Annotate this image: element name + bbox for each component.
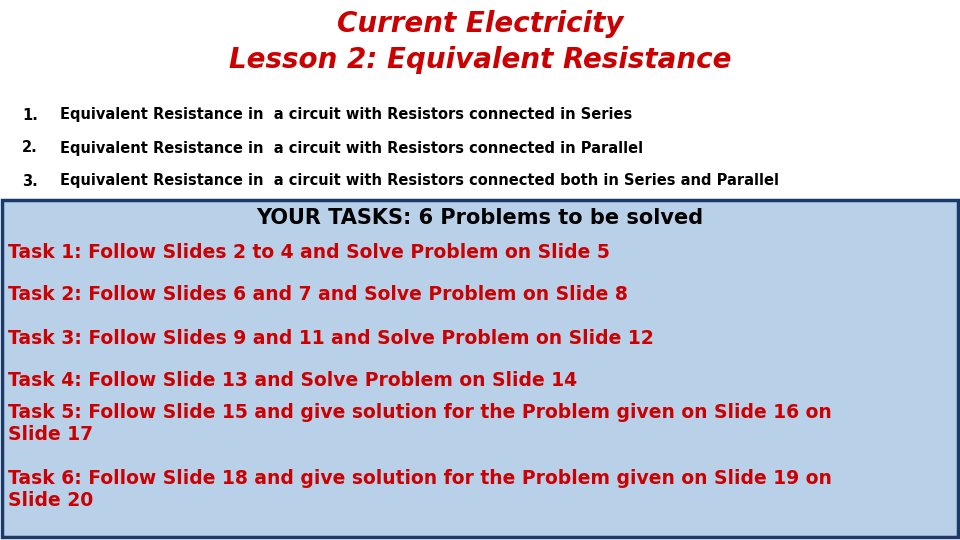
Text: YOUR TASKS: 6 Problems to be solved: YOUR TASKS: 6 Problems to be solved [256,208,704,228]
Text: Equivalent Resistance in  a circuit with Resistors connected both in Series and : Equivalent Resistance in a circuit with … [60,173,779,188]
Text: 3.: 3. [22,173,37,188]
Text: Task 6: Follow Slide 18 and give solution for the Problem given on Slide 19 on
S: Task 6: Follow Slide 18 and give solutio… [8,469,832,510]
Text: Task 3: Follow Slides 9 and 11 and Solve Problem on Slide 12: Task 3: Follow Slides 9 and 11 and Solve… [8,328,654,348]
Text: Equivalent Resistance in  a circuit with Resistors connected in Parallel: Equivalent Resistance in a circuit with … [60,140,643,156]
Text: Current Electricity
Lesson 2: Equivalent Resistance: Current Electricity Lesson 2: Equivalent… [228,10,732,73]
Text: Task 1: Follow Slides 2 to 4 and Solve Problem on Slide 5: Task 1: Follow Slides 2 to 4 and Solve P… [8,242,610,261]
Text: 2.: 2. [22,140,37,156]
Text: Task 2: Follow Slides 6 and 7 and Solve Problem on Slide 8: Task 2: Follow Slides 6 and 7 and Solve … [8,286,628,305]
Text: Equivalent Resistance in  a circuit with Resistors connected in Series: Equivalent Resistance in a circuit with … [60,107,633,123]
Text: 1.: 1. [22,107,37,123]
FancyBboxPatch shape [2,200,958,537]
Text: Task 5: Follow Slide 15 and give solution for the Problem given on Slide 16 on
S: Task 5: Follow Slide 15 and give solutio… [8,403,831,444]
Text: Task 4: Follow Slide 13 and Solve Problem on Slide 14: Task 4: Follow Slide 13 and Solve Proble… [8,372,577,390]
